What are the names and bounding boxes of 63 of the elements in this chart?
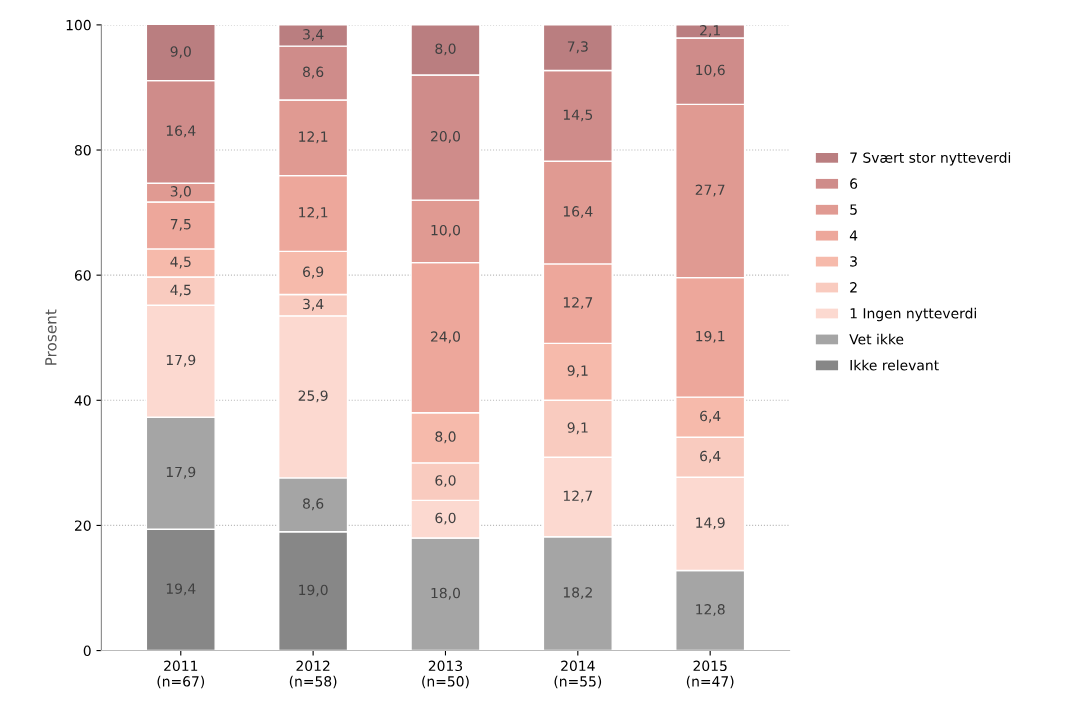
data-label: 12,8 [696,604,725,616]
legend-label: 3 [850,256,857,267]
data-label: 8,0 [435,43,456,56]
data-label: 18,0 [431,587,461,600]
data-label: 7,3 [567,41,588,54]
data-label: 4,5 [170,256,191,269]
data-label: 3,4 [303,29,324,41]
legend-label: Vet ikke [849,333,904,345]
x-tick-label: 2015 (n=47) [686,660,734,689]
x-tick-label: 2014 (n=55) [554,660,602,689]
y-tick-label: 80 [74,144,91,156]
data-label: 7,5 [170,219,191,231]
data-label: 10,0 [431,224,461,237]
data-label: 25,9 [298,390,328,403]
legend-label: 4 [849,230,858,241]
data-label: 9,0 [170,46,191,59]
legend-label: 7 Svært stor nytteverdi [850,152,1011,166]
data-label: 24,0 [431,331,461,344]
data-label: 6,4 [700,410,721,423]
data-label: 19,0 [299,584,328,597]
legend-label: 2 [850,282,857,293]
data-label: 12,1 [299,207,328,219]
data-label: 6,4 [700,450,721,463]
data-label: 17,9 [166,354,196,367]
x-tick-label: 2012 (n=58) [289,660,337,689]
data-label: 8,6 [303,498,324,511]
y-axis-title: Prosent [45,309,57,365]
legend-label: Ikke relevant [850,359,939,371]
data-label: 3,0 [170,186,191,199]
data-label: 14,5 [563,109,593,122]
data-label: 12,1 [299,131,328,144]
data-label: 12,7 [563,490,593,503]
y-tick-label: 0 [83,645,91,657]
data-label: 2,1 [700,24,720,37]
data-label: 20,0 [431,131,461,143]
data-label: 6,9 [303,266,324,279]
data-label: 8,0 [435,431,456,444]
data-label: 9,1 [567,365,588,378]
data-label: 6,0 [435,512,456,525]
data-label: 4,5 [170,284,191,297]
x-tick-label: 2013 (n=50) [422,660,469,689]
data-label: 12,7 [563,297,593,310]
data-label: 14,9 [696,517,725,530]
data-label: 17,9 [166,466,196,479]
data-label: 19,1 [696,330,725,343]
data-label: 16,4 [563,206,593,219]
data-label: 27,7 [695,184,725,197]
y-tick-label: 20 [74,520,91,531]
y-tick-label: 40 [74,395,91,406]
legend-label: 1 Ingen nytteverdi [850,307,976,322]
data-label: 3,4 [303,298,324,311]
data-label: 16,4 [166,125,196,138]
legend-label: 6 [850,178,858,189]
data-label: 8,6 [303,66,324,79]
legend-label: 5 [850,204,857,215]
y-tick-label: 60 [74,270,91,281]
data-label: 18,2 [563,587,592,600]
y-tick-label: 100 [66,19,91,31]
data-label: 9,1 [567,422,588,435]
data-label: 19,4 [166,583,196,596]
data-label: 6,0 [435,475,456,488]
x-tick-label: 2011 (n=67) [157,660,205,689]
data-label: 10,6 [696,64,725,77]
